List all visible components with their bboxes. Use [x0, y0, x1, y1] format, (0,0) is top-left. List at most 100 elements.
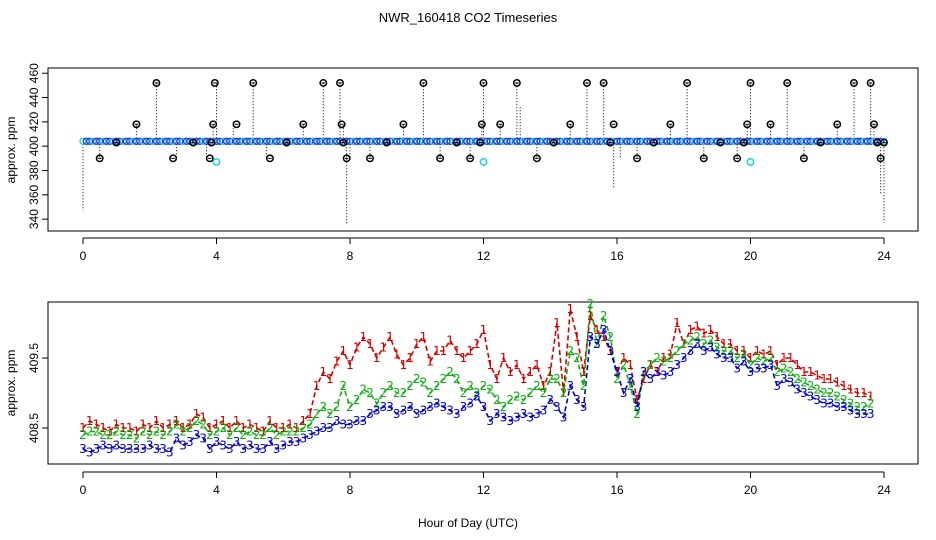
series-1-marker: 1 [573, 330, 581, 344]
series-1-marker: 1 [813, 369, 821, 383]
series-1-marker: 1 [159, 421, 167, 435]
series-1-marker: 1 [306, 407, 314, 421]
series-2-marker: 2 [526, 386, 534, 400]
series-3-marker: 3 [239, 442, 247, 456]
outlier-point [232, 120, 241, 129]
series-3-marker: 3 [833, 400, 841, 414]
top-y-tick-label: 360 [27, 184, 41, 204]
series-3-marker: 3 [760, 362, 768, 376]
series-1-marker: 1 [847, 383, 855, 397]
series-3-marker: 3 [860, 407, 868, 421]
series-1-marker: 1 [99, 421, 107, 435]
series-1-marker: 1 [299, 414, 307, 428]
series-2-marker: 2 [560, 386, 568, 400]
cyan-point [746, 158, 755, 166]
series-3-marker: 3 [673, 358, 681, 372]
series-2-marker: 2 [693, 330, 701, 344]
outlier-point [866, 78, 875, 87]
top-x-tick-label: 20 [744, 249, 758, 263]
series-3-marker: 3 [593, 337, 601, 351]
series-3-line [82, 327, 871, 454]
bottom-x-tick-label: 12 [477, 483, 491, 497]
outlier-point [477, 120, 486, 129]
outlier-point [876, 154, 885, 163]
series-2-marker: 2 [807, 379, 815, 393]
series-2-marker: 2 [420, 376, 428, 390]
series-1-marker: 1 [346, 358, 354, 372]
series-3-marker: 3 [166, 446, 174, 460]
series-1-marker: 1 [440, 344, 448, 358]
series-2-marker: 2 [680, 337, 688, 351]
bottom-x-tick-label: 0 [80, 483, 87, 497]
series-3-marker: 3 [820, 397, 828, 411]
outlier-point [496, 120, 505, 129]
series-2-marker: 2 [713, 341, 721, 355]
series-3-marker: 3 [153, 442, 161, 456]
series-1-marker: 1 [106, 425, 114, 439]
x-axis-label: Hour of Day (UTC) [418, 516, 518, 530]
series-3-marker: 3 [440, 400, 448, 414]
series-1-marker: 1 [233, 414, 241, 428]
series-3-marker: 3 [847, 404, 855, 418]
series-2-marker: 2 [633, 407, 641, 421]
series-3-marker: 3 [506, 414, 514, 428]
series-1-marker: 1 [206, 421, 214, 435]
series-3-marker: 3 [133, 442, 141, 456]
series-2-marker: 2 [687, 334, 695, 348]
series-1-marker: 1 [259, 425, 267, 439]
series-1-marker: 1 [733, 344, 741, 358]
series-3-marker: 3 [680, 351, 688, 365]
series-3-marker: 3 [420, 404, 428, 418]
series-1-marker: 1 [680, 337, 688, 351]
series-2-marker: 2 [319, 400, 327, 414]
series-1-marker: 1 [853, 386, 861, 400]
series-1-marker: 1 [520, 372, 528, 386]
series-2-marker: 2 [233, 421, 241, 435]
series-3-marker: 3 [226, 442, 234, 456]
series-1-marker: 1 [860, 386, 868, 400]
series-3-marker: 3 [707, 341, 715, 355]
series-3-marker: 3 [500, 411, 508, 425]
outlier-point [633, 154, 641, 163]
series-3-marker: 3 [159, 442, 167, 456]
outlier-point [733, 154, 742, 163]
outlier-point [205, 154, 214, 163]
series-1-marker: 1 [319, 365, 327, 379]
series-2-marker: 2 [346, 400, 354, 414]
series-3-marker: 3 [366, 407, 374, 421]
series-2-marker: 2 [159, 428, 167, 442]
series-3-marker: 3 [553, 400, 561, 414]
series-3-marker: 3 [807, 390, 815, 404]
series-3-marker: 3 [793, 383, 801, 397]
series-3-marker: 3 [93, 442, 101, 456]
series-3-marker: 3 [653, 365, 661, 379]
series-1-marker: 1 [246, 418, 254, 432]
series-1-marker: 1 [720, 337, 728, 351]
series-2-marker: 2 [600, 309, 608, 323]
series-1-marker: 1 [693, 320, 701, 334]
series-3-marker: 3 [446, 404, 454, 418]
outlier-point [609, 120, 618, 129]
series-2-marker: 2 [173, 418, 181, 432]
series-2-marker: 2 [133, 432, 141, 446]
series-2-marker: 2 [460, 386, 468, 400]
top-y-tick-label: 460 [27, 63, 41, 83]
series-2-marker: 2 [760, 355, 768, 369]
series-3-marker: 3 [787, 376, 795, 390]
series-1-marker: 1 [326, 372, 334, 386]
outlier-point [209, 120, 218, 129]
series-1-marker: 1 [186, 418, 194, 432]
outlier-point [880, 138, 888, 147]
series-2-marker: 2 [573, 351, 581, 365]
series-2-marker: 2 [540, 386, 548, 400]
outlier-point [249, 78, 258, 87]
series-1-marker: 1 [453, 344, 461, 358]
outlier-point [95, 154, 104, 163]
series-2-marker: 2 [793, 372, 801, 386]
outlier-point [816, 138, 825, 147]
outlier-point [743, 120, 752, 129]
series-2-marker: 2 [466, 379, 474, 393]
series-2-marker: 2 [126, 428, 134, 442]
series-1-marker: 1 [753, 344, 761, 358]
series-1-marker: 1 [500, 351, 508, 365]
